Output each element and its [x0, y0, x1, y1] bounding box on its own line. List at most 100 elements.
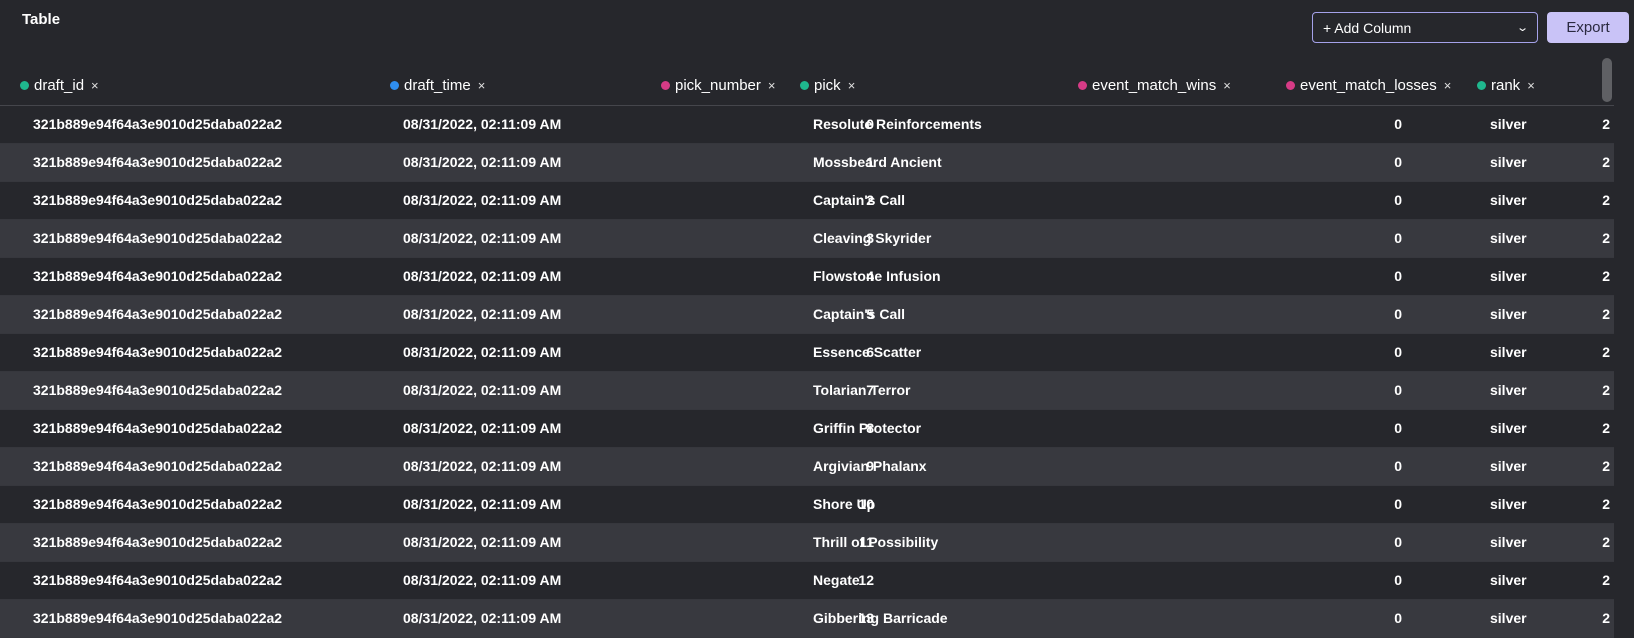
- cell-draft-id: 321b889e94f64a3e9010d25daba022a2: [33, 306, 283, 322]
- remove-column-icon[interactable]: ×: [1527, 77, 1535, 93]
- table-row[interactable]: 321b889e94f64a3e9010d25daba022a2 08/31/20…: [0, 562, 1614, 600]
- cell-draft-id: 321b889e94f64a3e9010d25daba022a2: [33, 116, 283, 132]
- page-title: Table: [22, 11, 61, 28]
- cell-rank: silver: [1490, 534, 1527, 550]
- cell-pick: Gibbering Barricade: [813, 610, 948, 626]
- remove-column-icon[interactable]: ×: [767, 77, 776, 93]
- cell-pick: Essence Scatter: [813, 344, 922, 360]
- cell-event-match-wins: 0: [1394, 192, 1402, 208]
- cell-pick-number: 4: [866, 268, 874, 284]
- add-column-label: + Add Column: [1323, 19, 1412, 36]
- table-row[interactable]: 321b889e94f64a3e9010d25daba022a2 08/31/20…: [0, 600, 1614, 638]
- cell-event-match-losses: 2: [1602, 192, 1610, 208]
- chevron-down-icon: ⌄: [1515, 22, 1529, 34]
- table-row[interactable]: 321b889e94f64a3e9010d25daba022a2 08/31/20…: [0, 334, 1614, 372]
- cell-draft-time: 08/31/2022, 02:11:09 AM: [403, 230, 562, 246]
- table-row[interactable]: 321b889e94f64a3e9010d25daba022a2 08/31/20…: [0, 372, 1614, 410]
- cell-event-match-losses: 2: [1602, 268, 1610, 284]
- table-row[interactable]: 321b889e94f64a3e9010d25daba022a2 08/31/20…: [0, 448, 1614, 486]
- cell-draft-id: 321b889e94f64a3e9010d25daba022a2: [33, 192, 283, 208]
- column-header-draft-time[interactable]: draft_time ×: [390, 65, 485, 105]
- scrollbar-thumb[interactable]: [1602, 58, 1612, 102]
- column-type-dot: [1286, 80, 1295, 90]
- column-header-event-match-losses[interactable]: event_match_losses ×: [1286, 65, 1451, 105]
- cell-draft-time: 08/31/2022, 02:11:09 AM: [403, 192, 562, 208]
- cell-pick: Resolute Reinforcements: [813, 116, 982, 132]
- cell-pick: Shore Up: [813, 496, 876, 512]
- cell-rank: silver: [1490, 116, 1527, 132]
- column-header-label: event_match_wins: [1092, 76, 1217, 94]
- column-header-pick-number[interactable]: pick_number ×: [661, 65, 775, 105]
- cell-pick-number: 12: [858, 572, 874, 588]
- remove-column-icon[interactable]: ×: [847, 77, 856, 93]
- add-column-select[interactable]: + Add Column ⌄: [1312, 12, 1538, 43]
- cell-pick: Thrill of Possibility: [813, 534, 939, 550]
- cell-draft-time: 08/31/2022, 02:11:09 AM: [403, 154, 562, 170]
- column-header-pick[interactable]: pick ×: [800, 65, 855, 105]
- remove-column-icon[interactable]: ×: [477, 77, 486, 93]
- cell-event-match-losses: 2: [1602, 306, 1610, 322]
- cell-event-match-losses: 2: [1602, 496, 1610, 512]
- column-header-label: pick: [814, 76, 841, 94]
- table-row[interactable]: 321b889e94f64a3e9010d25daba022a2 08/31/20…: [0, 410, 1614, 448]
- cell-rank: silver: [1490, 306, 1527, 322]
- table-body: 321b889e94f64a3e9010d25daba022a2 08/31/20…: [0, 106, 1614, 638]
- cell-pick: Cleaving Skyrider: [813, 230, 932, 246]
- table-row[interactable]: 321b889e94f64a3e9010d25daba022a2 08/31/20…: [0, 258, 1614, 296]
- cell-pick: Captain's Call: [813, 192, 906, 208]
- cell-event-match-wins: 0: [1394, 344, 1402, 360]
- column-type-dot: [800, 80, 809, 90]
- table-row[interactable]: 321b889e94f64a3e9010d25daba022a2 08/31/20…: [0, 182, 1614, 220]
- table-row[interactable]: 321b889e94f64a3e9010d25daba022a2 08/31/20…: [0, 144, 1614, 182]
- cell-event-match-losses: 2: [1602, 382, 1610, 398]
- cell-draft-time: 08/31/2022, 02:11:09 AM: [403, 306, 562, 322]
- cell-event-match-losses: 2: [1602, 534, 1610, 550]
- remove-column-icon[interactable]: ×: [91, 77, 99, 93]
- cell-pick-number: 0: [866, 116, 874, 132]
- cell-event-match-losses: 2: [1602, 420, 1610, 436]
- cell-rank: silver: [1490, 572, 1527, 588]
- cell-pick: Flowstone Infusion: [813, 268, 941, 284]
- cell-pick-number: 3: [866, 230, 874, 246]
- cell-event-match-wins: 0: [1394, 610, 1402, 626]
- column-header-label: draft_id: [34, 76, 85, 94]
- cell-event-match-wins: 0: [1394, 382, 1402, 398]
- cell-event-match-wins: 0: [1394, 230, 1402, 246]
- cell-draft-id: 321b889e94f64a3e9010d25daba022a2: [33, 268, 283, 284]
- cell-draft-id: 321b889e94f64a3e9010d25daba022a2: [33, 344, 283, 360]
- cell-pick: Captain's Call: [813, 306, 906, 322]
- cell-rank: silver: [1490, 496, 1527, 512]
- table-row[interactable]: 321b889e94f64a3e9010d25daba022a2 08/31/20…: [0, 106, 1614, 144]
- remove-column-icon[interactable]: ×: [1223, 77, 1231, 93]
- export-button[interactable]: Export: [1547, 12, 1629, 43]
- cell-draft-time: 08/31/2022, 02:11:09 AM: [403, 420, 562, 436]
- cell-pick-number: 10: [858, 496, 874, 512]
- table-row[interactable]: 321b889e94f64a3e9010d25daba022a2 08/31/20…: [0, 220, 1614, 258]
- cell-pick-number: 13: [858, 610, 874, 626]
- column-header-label: rank: [1491, 76, 1521, 94]
- table-row[interactable]: 321b889e94f64a3e9010d25daba022a2 08/31/20…: [0, 486, 1614, 524]
- table-row[interactable]: 321b889e94f64a3e9010d25daba022a2 08/31/20…: [0, 296, 1614, 334]
- column-type-dot: [1078, 80, 1087, 90]
- column-header-event-match-wins[interactable]: event_match_wins ×: [1078, 65, 1231, 105]
- cell-rank: silver: [1490, 268, 1527, 284]
- table-row[interactable]: 321b889e94f64a3e9010d25daba022a2 08/31/20…: [0, 524, 1614, 562]
- cell-rank: silver: [1490, 230, 1527, 246]
- cell-event-match-losses: 2: [1602, 230, 1610, 246]
- remove-column-icon[interactable]: ×: [1443, 77, 1452, 93]
- scrollbar-track[interactable]: [1614, 57, 1634, 633]
- cell-rank: silver: [1490, 344, 1527, 360]
- cell-event-match-wins: 0: [1394, 496, 1402, 512]
- cell-draft-time: 08/31/2022, 02:11:09 AM: [403, 534, 562, 550]
- cell-draft-time: 08/31/2022, 02:11:09 AM: [403, 344, 562, 360]
- column-header-label: pick_number: [675, 76, 761, 94]
- cell-draft-id: 321b889e94f64a3e9010d25daba022a2: [33, 534, 283, 550]
- cell-pick-number: 11: [859, 534, 874, 550]
- column-header-rank[interactable]: rank ×: [1477, 65, 1535, 105]
- cell-draft-id: 321b889e94f64a3e9010d25daba022a2: [33, 420, 283, 436]
- cell-event-match-wins: 0: [1394, 116, 1402, 132]
- cell-rank: silver: [1490, 382, 1527, 398]
- cell-draft-time: 08/31/2022, 02:11:09 AM: [403, 382, 562, 398]
- column-header-draft-id[interactable]: draft_id ×: [20, 65, 99, 105]
- cell-event-match-wins: 0: [1394, 154, 1402, 170]
